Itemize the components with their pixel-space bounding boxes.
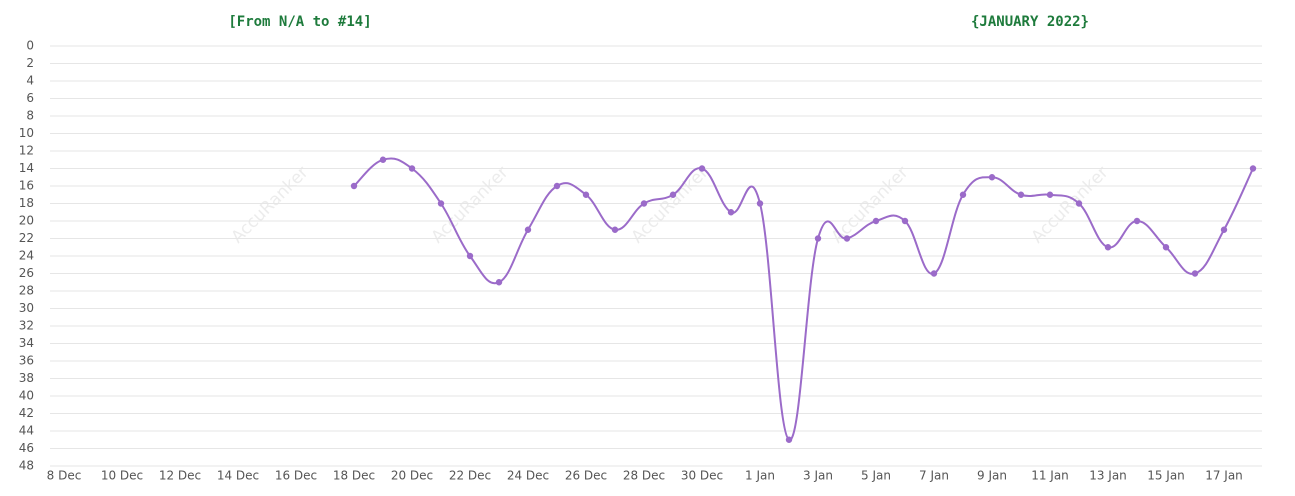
- y-tick-label: 12: [19, 144, 34, 158]
- point: [524, 226, 532, 233]
- x-tick-label: 13 Jan: [1089, 469, 1127, 483]
- y-tick-label: 8: [26, 109, 34, 123]
- x-tick-label: 1 Jan: [745, 469, 775, 483]
- point: [553, 182, 561, 190]
- y-tick-label: 34: [19, 336, 34, 350]
- point: [1162, 244, 1170, 251]
- point: [1075, 200, 1083, 207]
- point: [785, 436, 793, 443]
- point: [988, 174, 996, 181]
- x-tick-label: 9 Jan: [977, 469, 1007, 483]
- watermark: AccuRanker: [628, 163, 713, 248]
- x-tick-label: 17 Jan: [1205, 469, 1243, 483]
- point: [814, 235, 822, 242]
- x-tick-label: 22 Dec: [449, 469, 491, 483]
- watermark: AccuRanker: [228, 163, 313, 248]
- y-tick-label: 2: [26, 56, 34, 70]
- y-tick-label: 0: [26, 39, 34, 53]
- x-tick-label: 5 Jan: [861, 469, 891, 483]
- y-tick-label: 4: [26, 74, 34, 88]
- point: [669, 191, 677, 198]
- point: [756, 200, 764, 207]
- x-tick-label: 24 Dec: [507, 469, 549, 483]
- point: [611, 226, 619, 233]
- chart-subtitle: {JANUARY 2022}: [971, 14, 1089, 30]
- point: [698, 165, 706, 172]
- y-tick-label: 10: [19, 126, 34, 140]
- y-tick-label: 16: [19, 179, 34, 193]
- y-tick-label: 14: [19, 161, 34, 175]
- point: [843, 235, 851, 242]
- x-tick-label: 26 Dec: [565, 469, 607, 483]
- y-tick-label: 18: [19, 196, 34, 210]
- y-tick-label: 38: [19, 371, 34, 385]
- chart-title: [From N/A to #14]: [228, 14, 371, 30]
- point: [1133, 217, 1141, 225]
- point: [1220, 226, 1228, 233]
- x-tick-label: 16 Dec: [275, 469, 317, 483]
- y-tick-label: 32: [19, 319, 34, 333]
- y-tick-label: 36: [19, 354, 34, 368]
- point: [901, 217, 909, 225]
- y-tick-label: 6: [26, 91, 34, 105]
- line: [353, 157, 1254, 441]
- x-tick-label: 14 Dec: [217, 469, 259, 483]
- point: [1104, 244, 1112, 251]
- y-tick-label: 46: [19, 441, 34, 455]
- x-tick-label: 18 Dec: [333, 469, 375, 483]
- x-tick-label: 10 Dec: [101, 469, 143, 483]
- point: [350, 182, 358, 190]
- point: [582, 191, 590, 198]
- point: [1017, 191, 1025, 198]
- y-tick-label: 40: [19, 389, 34, 403]
- x-tick-label: 8 Dec: [47, 469, 82, 483]
- point: [1191, 270, 1199, 277]
- point: [408, 165, 416, 172]
- point: [959, 191, 967, 198]
- y-tick-label: 24: [19, 249, 34, 263]
- x-tick-label: 11 Jan: [1031, 469, 1069, 483]
- point: [872, 217, 880, 225]
- y-tick-label: 28: [19, 284, 34, 298]
- point: [640, 200, 648, 207]
- x-tick-label: 30 Dec: [681, 469, 723, 483]
- point: [1249, 165, 1257, 172]
- x-tick-label: 3 Jan: [803, 469, 833, 483]
- x-tick-label: 20 Dec: [391, 469, 433, 483]
- x-tick-label: 28 Dec: [623, 469, 665, 483]
- y-tick-label: 42: [19, 406, 34, 420]
- point: [727, 209, 735, 216]
- y-tick-label: 20: [19, 214, 34, 228]
- y-tick-label: 22: [19, 231, 34, 245]
- y-tick-label: 26: [19, 266, 34, 280]
- point: [379, 156, 387, 163]
- point: [466, 252, 474, 260]
- y-tick-label: 44: [19, 424, 34, 438]
- point: [1046, 191, 1054, 198]
- point: [930, 270, 938, 277]
- point: [495, 279, 503, 286]
- watermark: AccuRanker: [1028, 163, 1113, 248]
- point: [437, 200, 445, 207]
- y-tick-label: 30: [19, 301, 34, 315]
- x-tick-label: 12 Dec: [159, 469, 201, 483]
- y-tick-label: 48: [19, 459, 34, 473]
- x-tick-label: 7 Jan: [919, 469, 949, 483]
- x-tick-label: 15 Jan: [1147, 469, 1185, 483]
